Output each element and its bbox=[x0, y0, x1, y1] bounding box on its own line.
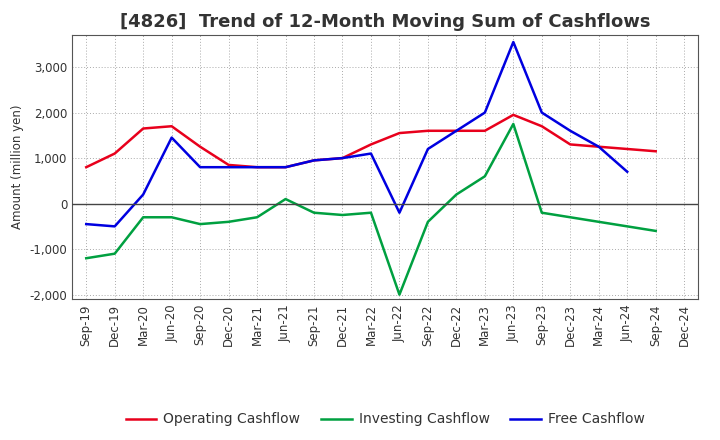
Free Cashflow bbox=[509, 40, 518, 45]
Operating Cashflow bbox=[652, 149, 660, 154]
Operating Cashflow bbox=[480, 128, 489, 133]
Line: Operating Cashflow: Operating Cashflow bbox=[86, 115, 656, 167]
Operating Cashflow bbox=[196, 144, 204, 149]
Investing Cashflow bbox=[310, 210, 318, 215]
Investing Cashflow bbox=[423, 219, 432, 224]
Y-axis label: Amount (million yen): Amount (million yen) bbox=[11, 105, 24, 229]
Free Cashflow bbox=[480, 110, 489, 115]
Free Cashflow bbox=[395, 210, 404, 215]
Operating Cashflow bbox=[139, 126, 148, 131]
Operating Cashflow bbox=[537, 124, 546, 129]
Free Cashflow bbox=[423, 147, 432, 152]
Investing Cashflow bbox=[338, 213, 347, 218]
Operating Cashflow bbox=[110, 151, 119, 156]
Free Cashflow bbox=[253, 165, 261, 170]
Operating Cashflow bbox=[595, 144, 603, 149]
Operating Cashflow bbox=[395, 130, 404, 136]
Investing Cashflow bbox=[253, 215, 261, 220]
Operating Cashflow bbox=[509, 112, 518, 117]
Free Cashflow bbox=[566, 128, 575, 133]
Legend: Operating Cashflow, Investing Cashflow, Free Cashflow: Operating Cashflow, Investing Cashflow, … bbox=[120, 407, 650, 432]
Free Cashflow bbox=[338, 155, 347, 161]
Investing Cashflow bbox=[452, 192, 461, 197]
Free Cashflow bbox=[110, 224, 119, 229]
Investing Cashflow bbox=[395, 292, 404, 297]
Free Cashflow bbox=[139, 192, 148, 197]
Investing Cashflow bbox=[566, 215, 575, 220]
Operating Cashflow bbox=[566, 142, 575, 147]
Operating Cashflow bbox=[225, 162, 233, 168]
Free Cashflow bbox=[595, 144, 603, 149]
Free Cashflow bbox=[167, 135, 176, 140]
Free Cashflow bbox=[82, 221, 91, 227]
Investing Cashflow bbox=[82, 256, 91, 261]
Investing Cashflow bbox=[595, 219, 603, 224]
Investing Cashflow bbox=[196, 221, 204, 227]
Investing Cashflow bbox=[110, 251, 119, 257]
Free Cashflow bbox=[366, 151, 375, 156]
Free Cashflow bbox=[196, 165, 204, 170]
Operating Cashflow bbox=[623, 147, 631, 152]
Free Cashflow bbox=[282, 165, 290, 170]
Investing Cashflow bbox=[537, 210, 546, 215]
Operating Cashflow bbox=[167, 124, 176, 129]
Free Cashflow bbox=[537, 110, 546, 115]
Operating Cashflow bbox=[82, 165, 91, 170]
Investing Cashflow bbox=[652, 228, 660, 234]
Operating Cashflow bbox=[452, 128, 461, 133]
Operating Cashflow bbox=[310, 158, 318, 163]
Investing Cashflow bbox=[480, 174, 489, 179]
Investing Cashflow bbox=[225, 219, 233, 224]
Operating Cashflow bbox=[366, 142, 375, 147]
Investing Cashflow bbox=[366, 210, 375, 215]
Line: Free Cashflow: Free Cashflow bbox=[86, 42, 627, 226]
Line: Investing Cashflow: Investing Cashflow bbox=[86, 124, 656, 295]
Operating Cashflow bbox=[423, 128, 432, 133]
Free Cashflow bbox=[310, 158, 318, 163]
Free Cashflow bbox=[452, 128, 461, 133]
Investing Cashflow bbox=[509, 121, 518, 127]
Free Cashflow bbox=[623, 169, 631, 174]
Operating Cashflow bbox=[338, 155, 347, 161]
Operating Cashflow bbox=[282, 165, 290, 170]
Investing Cashflow bbox=[282, 196, 290, 202]
Investing Cashflow bbox=[139, 215, 148, 220]
Free Cashflow bbox=[225, 165, 233, 170]
Operating Cashflow bbox=[253, 165, 261, 170]
Investing Cashflow bbox=[167, 215, 176, 220]
Investing Cashflow bbox=[623, 224, 631, 229]
Title: [4826]  Trend of 12-Month Moving Sum of Cashflows: [4826] Trend of 12-Month Moving Sum of C… bbox=[120, 13, 650, 31]
